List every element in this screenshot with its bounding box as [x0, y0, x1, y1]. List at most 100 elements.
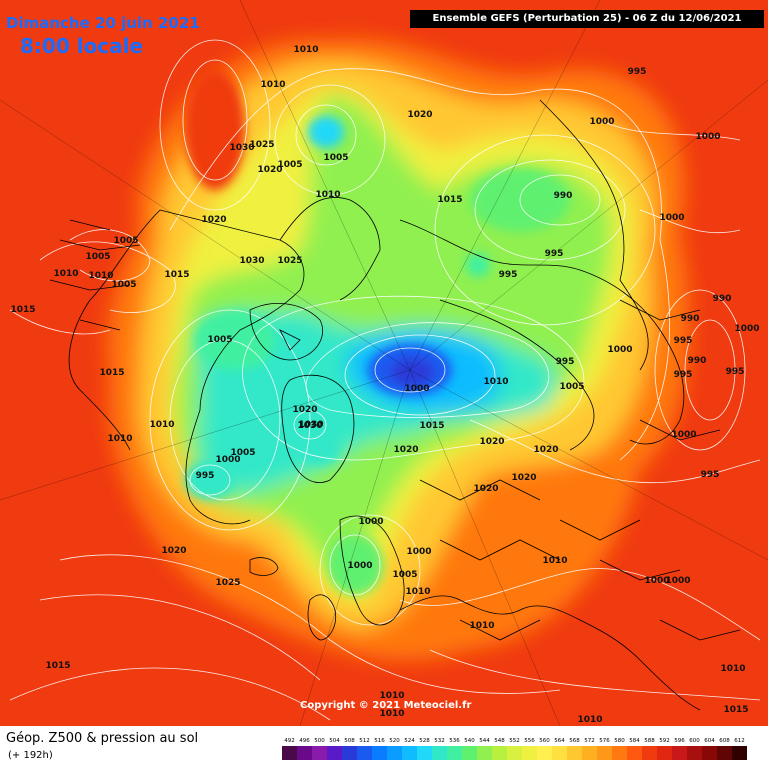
legend-swatch: [687, 746, 702, 760]
legend-swatch: [462, 746, 477, 760]
legend-swatch: [582, 746, 597, 760]
legend-tick: 568: [569, 738, 580, 744]
isobar-label: 1000: [644, 576, 669, 586]
legend-tick: 500: [314, 738, 325, 744]
color-legend: 492 496 500 504 508 512 516 520 524 528 532 536 540 5…: [282, 738, 747, 760]
isobar-label: 990: [681, 314, 700, 324]
legend-swatch: [432, 746, 447, 760]
legend-swatch: [327, 746, 342, 760]
forecast-date: Dimanche 20 juin 2021: [6, 14, 200, 32]
isobar-label: 1030: [229, 143, 254, 153]
isobar-label: 1005: [392, 570, 417, 580]
coast-scandinavia: [339, 515, 405, 626]
legend-tick: 536: [449, 738, 460, 744]
legend-tick: 528: [419, 738, 430, 744]
isobar-label: 1025: [277, 256, 302, 266]
legend-tick: 584: [629, 738, 640, 744]
isobars: [9, 39, 761, 721]
isobar-label: 1000: [665, 576, 690, 586]
pacific-high-cell: [185, 70, 245, 190]
isobar-label: 1000: [659, 213, 684, 223]
isobar-label: 1015: [437, 195, 462, 205]
isobar-label: 990: [554, 191, 573, 201]
isobar-label: 1020: [511, 473, 536, 483]
isobar-label: 1000: [734, 324, 759, 334]
legend-tick: 572: [584, 738, 595, 744]
legend-tick: 524: [404, 738, 415, 744]
legend-swatch: [702, 746, 717, 760]
borders-europe: [419, 479, 641, 641]
isobar-label: 1010: [315, 190, 340, 200]
isobar-label: 1010: [107, 434, 132, 444]
legend-tick: 544: [479, 738, 490, 744]
isobar-label: 995: [556, 357, 575, 367]
legend-swatch: [717, 746, 732, 760]
coast-iceland: [249, 557, 279, 576]
isobar-1020-atlantic: [59, 554, 561, 694]
coast-asia-east: [539, 99, 649, 371]
legend-swatch: [282, 746, 297, 760]
isobar-label: 995: [196, 471, 215, 481]
legend-swatch: [522, 746, 537, 760]
legend-tick: 608: [719, 738, 730, 744]
isobar-label: 1030: [239, 256, 264, 266]
isobar-label: 1015: [99, 368, 124, 378]
legend-swatch: [642, 746, 657, 760]
meridians: [0, 0, 768, 726]
legend-swatch: [492, 746, 507, 760]
coast-north-america: [68, 209, 305, 525]
isobar-1005-scand: [319, 514, 421, 626]
arctic-low-center: [390, 358, 434, 386]
isobar-label: 990: [688, 356, 707, 366]
borders-usa: [49, 219, 141, 331]
legend-tick: 496: [299, 738, 310, 744]
legend-swatch: [312, 746, 327, 760]
isobar-label: 995: [545, 249, 564, 259]
legend-swatch: [597, 746, 612, 760]
isobar-label: 1010: [293, 45, 318, 55]
isobar-990-siberia: [519, 174, 601, 226]
isobar-label: 1020: [161, 546, 186, 556]
isobar-label: 1010: [88, 271, 113, 281]
legend-swatch: [672, 746, 687, 760]
coast-greenland: [281, 374, 355, 483]
isobar-1015-europe: [429, 649, 761, 701]
isobar-1020-europe: [469, 419, 761, 484]
isobar-1010: [305, 322, 550, 418]
legend-tick: 552: [509, 738, 520, 744]
isobar-label: 1010: [577, 715, 602, 725]
legend-tick: 600: [689, 738, 700, 744]
product-title: Géop. Z500 & pression au sol: [6, 731, 199, 746]
isobar-label: 1000: [589, 117, 614, 127]
isobar-1020-ring: [169, 68, 671, 461]
isobar-label: 1010: [405, 587, 430, 597]
isobar-label: 1005: [323, 153, 348, 163]
isobar-1000-east2: [639, 209, 741, 234]
legend-swatch: [657, 746, 672, 760]
isobar-label: 1010: [379, 709, 404, 719]
isobar-label: 1010: [720, 664, 745, 674]
isobar-1030-pacific: [182, 59, 248, 181]
legend-swatch: [477, 746, 492, 760]
legend-tick: 564: [554, 738, 565, 744]
isobar-label: 1010: [469, 621, 494, 631]
isobar-1000-scand: [329, 534, 381, 596]
isobar-1015-atlantic: [9, 667, 331, 721]
isobar-label: 1005: [207, 335, 232, 345]
north-pacific-low: [308, 116, 344, 148]
isobar-1010-pacific: [274, 84, 386, 196]
legend-swatch: [372, 746, 387, 760]
forecast-time: 8:00 locale: [20, 34, 144, 58]
isobar-labels: 1010101010301025102010051005101010209951…: [10, 45, 759, 725]
legend-tick: 492: [284, 738, 295, 744]
coast-russia-north: [439, 299, 595, 451]
isobar-label: 1020: [533, 445, 558, 455]
isobar-label: 1030: [297, 421, 322, 431]
isobar-label: 1020: [201, 215, 226, 225]
isobar-1005-pacific: [295, 104, 357, 166]
isobar-1030-greenland: [293, 410, 327, 440]
legend-tick: 588: [644, 738, 655, 744]
isobar-label: 1000: [215, 455, 240, 465]
isobar-label: 1000: [671, 430, 696, 440]
isobar-1000-east: [599, 119, 741, 141]
